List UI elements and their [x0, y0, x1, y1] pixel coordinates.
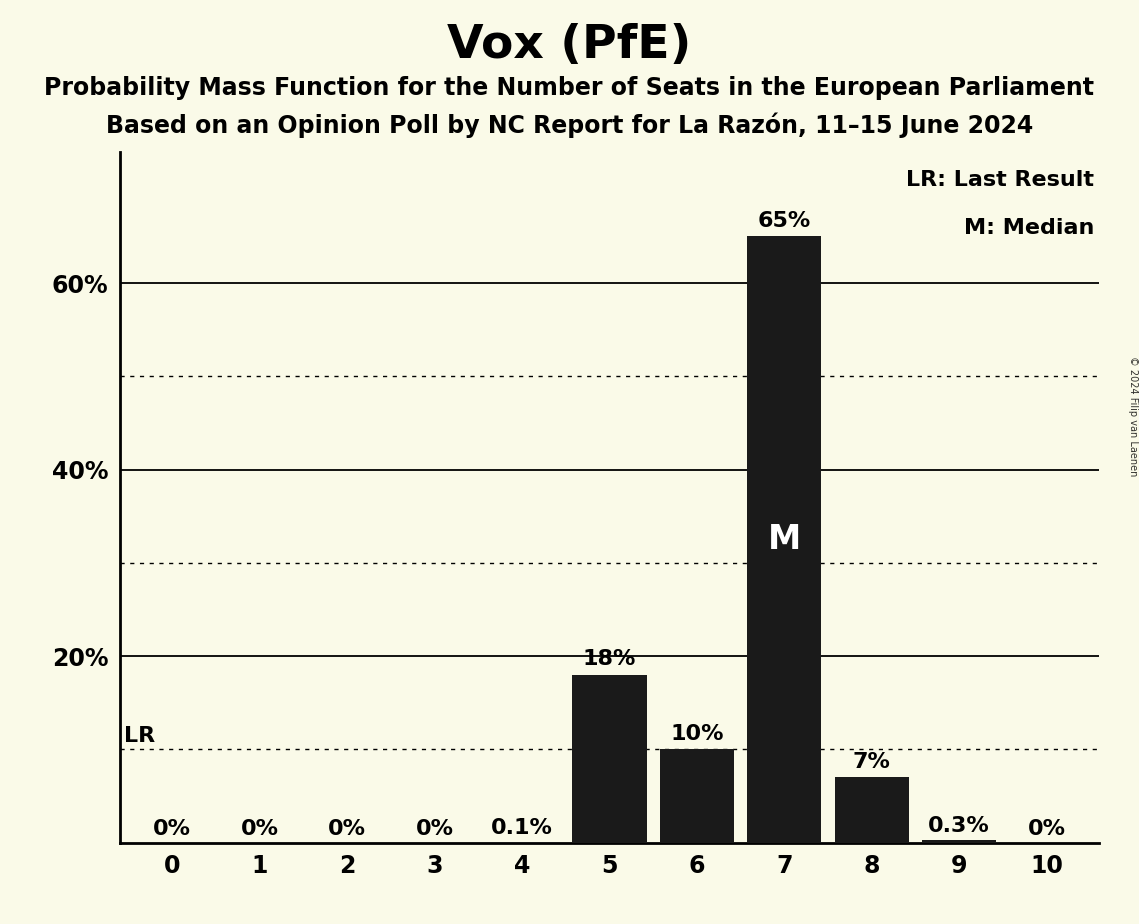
Text: Vox (PfE): Vox (PfE) [448, 23, 691, 68]
Text: 18%: 18% [583, 650, 636, 669]
Text: M: M [768, 523, 801, 556]
Bar [835, 777, 909, 843]
Text: 0%: 0% [153, 819, 191, 839]
Text: 0%: 0% [1027, 819, 1066, 839]
Text: 0%: 0% [240, 819, 279, 839]
Text: LR: LR [124, 725, 155, 746]
Text: 0.1%: 0.1% [491, 818, 552, 838]
Bar [485, 842, 559, 843]
Text: Based on an Opinion Poll by NC Report for La Razón, 11–15 June 2024: Based on an Opinion Poll by NC Report fo… [106, 113, 1033, 139]
Text: Probability Mass Function for the Number of Seats in the European Parliament: Probability Mass Function for the Number… [44, 76, 1095, 100]
Text: © 2024 Filip van Laenen: © 2024 Filip van Laenen [1129, 356, 1138, 476]
Bar [923, 840, 997, 843]
Bar [659, 749, 734, 843]
Bar [747, 237, 821, 843]
Text: 7%: 7% [853, 752, 891, 772]
Text: LR: Last Result: LR: Last Result [907, 170, 1095, 189]
Text: 0%: 0% [328, 819, 366, 839]
Text: 65%: 65% [757, 211, 811, 231]
Text: 0%: 0% [416, 819, 453, 839]
Text: 0.3%: 0.3% [928, 816, 990, 836]
Bar [572, 675, 647, 843]
Text: M: Median: M: Median [964, 218, 1095, 238]
Text: 10%: 10% [670, 723, 723, 744]
